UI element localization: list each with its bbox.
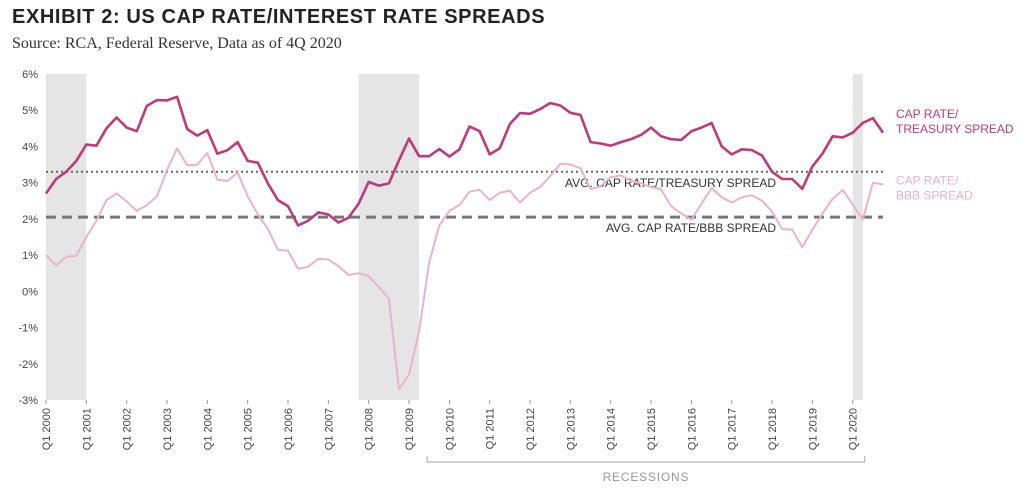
- reference-lines: AVG. CAP RATE/TREASURY SPREAD AVG. CAP RA…: [46, 170, 883, 235]
- x-tick-label: Q1 2010: [444, 408, 456, 450]
- x-tick-label: Q1 2014: [606, 408, 618, 450]
- bbb-spread-legend: CAP RATE/BBB SPREAD: [896, 173, 973, 202]
- x-tick-label: Q1 2013: [565, 408, 577, 450]
- x-tick-label: Q1 2000: [41, 408, 53, 450]
- x-tick-label: Q1 2004: [202, 408, 214, 450]
- y-tick-label: 3%: [22, 178, 38, 190]
- y-tick-label: 6%: [22, 69, 38, 81]
- y-tick-label: 1%: [22, 250, 38, 262]
- x-tick-label: Q1 2001: [81, 408, 93, 450]
- x-tick-label: Q1 2003: [162, 408, 174, 450]
- bbb-spread-line: [45, 147, 884, 391]
- y-tick-label: 2%: [22, 214, 38, 226]
- chart-subtitle: Source: RCA, Federal Reserve, Data as of…: [12, 35, 342, 52]
- recessions-bracket-line: [426, 456, 866, 463]
- series-lines: [44, 95, 885, 391]
- x-tick-label: Q1 2006: [283, 408, 295, 450]
- x-tick-label: Q1 2009: [404, 408, 416, 450]
- x-tick-label: Q1 2012: [525, 408, 537, 450]
- x-tick-label: Q1 2016: [686, 408, 698, 450]
- y-tick-label: -3%: [18, 395, 38, 407]
- recession-band-1: [46, 74, 87, 400]
- recession-band-2: [358, 74, 420, 400]
- legend: CAP RATE/TREASURY SPREAD CAP RATE/BBB SPR…: [896, 107, 1014, 202]
- y-tick-label: -1%: [18, 323, 38, 335]
- chart-title: EXHIBIT 2: US CAP RATE/INTEREST RATE SPR…: [12, 6, 546, 28]
- recession-bands: [46, 74, 863, 400]
- x-tick-label: Q1 2002: [122, 408, 134, 450]
- y-tick-label: 0%: [22, 286, 38, 298]
- recession-band-3: [852, 74, 863, 400]
- x-tick-label: Q1 2015: [646, 408, 658, 450]
- y-tick-label: -2%: [18, 359, 38, 371]
- x-tick-label: Q1 2011: [485, 408, 497, 449]
- avg-bbb-spread-label: AVG. CAP RATE/BBB SPREAD: [606, 221, 776, 235]
- recessions-label: RECESSIONS: [603, 470, 690, 484]
- y-axis-ticks: 6% 5% 4% 3% 2% 1% 0% -1% -2% -3%: [18, 69, 38, 407]
- x-tick-label: Q1 2005: [243, 408, 255, 450]
- x-tick-label: Q1 2020: [848, 408, 860, 450]
- treasury-spread-line: [44, 95, 885, 227]
- x-axis-ticks: Q1 2000 Q1 2001 Q1 2002 Q1 2003 Q1 2004 Q1 20…: [41, 400, 860, 450]
- x-tick-label: Q1 2008: [364, 408, 376, 450]
- x-tick-label: Q1 2017: [727, 408, 739, 450]
- x-tick-label: Q1 2018: [767, 408, 779, 450]
- avg-treasury-spread-label: AVG. CAP RATE/TREASURY SPREAD: [565, 176, 776, 190]
- x-tick-label: Q1 2019: [807, 408, 819, 450]
- y-tick-label: 4%: [22, 141, 38, 153]
- recessions-bracket: RECESSIONS: [426, 456, 866, 484]
- x-tick-label: Q1 2007: [323, 408, 335, 450]
- y-tick-label: 5%: [22, 105, 38, 117]
- treasury-spread-legend: CAP RATE/TREASURY SPREAD: [896, 107, 1014, 136]
